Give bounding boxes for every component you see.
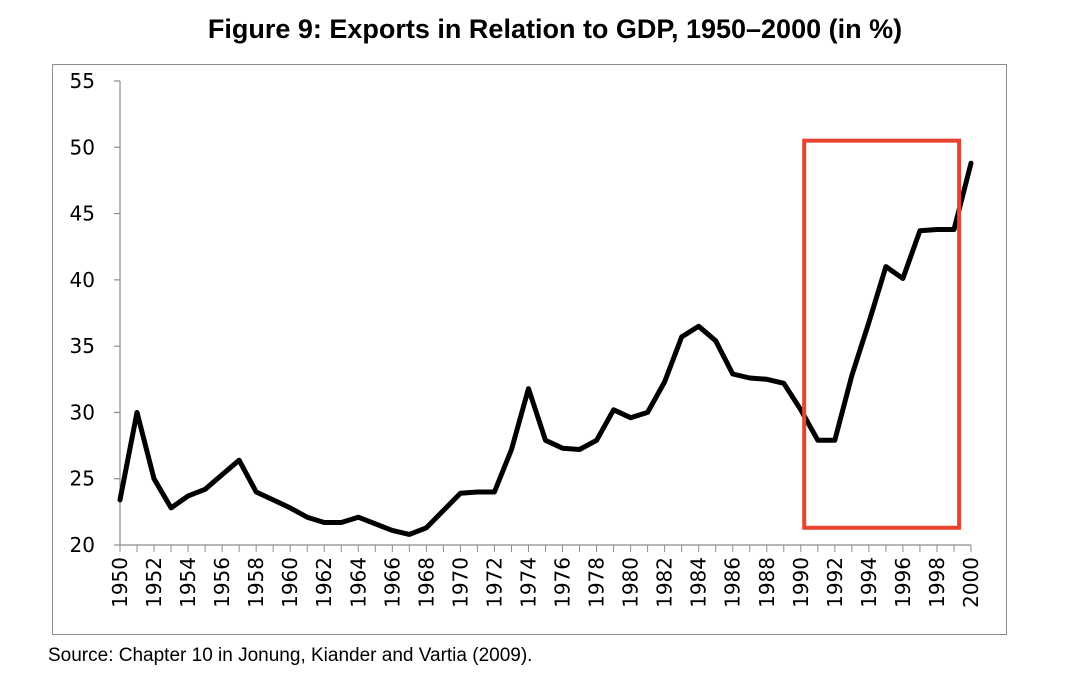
x-tick-label: 1962 (312, 557, 336, 608)
x-tick-label: 1980 (619, 557, 643, 608)
x-tick-label: 1986 (721, 557, 745, 608)
y-tick-label: 20 (70, 533, 95, 557)
y-tick-label: 55 (70, 69, 95, 93)
y-tick-label: 40 (70, 268, 95, 292)
x-tick-label: 1988 (755, 557, 779, 608)
x-tick-label: 1972 (482, 557, 506, 608)
x-tick-label: 1994 (857, 557, 881, 608)
x-tick-label: 1964 (346, 557, 370, 608)
chart-title: Figure 9: Exports in Relation to GDP, 19… (207, 14, 903, 44)
x-tick-label: 1958 (244, 557, 268, 608)
x-tick-label: 1970 (448, 557, 472, 608)
x-tick-label: 1954 (176, 557, 200, 608)
x-tick-label: 1950 (108, 557, 132, 608)
x-tick-label: 1984 (687, 557, 711, 608)
y-tick-label: 45 (70, 202, 95, 226)
x-tick-label: 1966 (380, 557, 404, 608)
chart-frame: 20 25 30 35 40 45 50 55 1950 1952 1954 1956 1958 196… (52, 64, 1007, 635)
y-tick-label: 35 (70, 334, 95, 358)
line-chart: 20 25 30 35 40 45 50 55 1950 1952 1954 1956 1958 196… (70, 69, 983, 608)
x-tick-label: 1990 (789, 557, 813, 608)
y-tick-label: 25 (70, 467, 95, 491)
annotations (802, 138, 962, 530)
x-tick-label: 1976 (551, 557, 575, 608)
x-tick-label: 1960 (278, 557, 302, 608)
x-tick-label: 1982 (653, 557, 677, 608)
x-tick-label: 1992 (823, 557, 847, 608)
series-line-0 (117, 160, 974, 537)
x-tick-label: 1996 (891, 557, 915, 608)
y-axis-ticks: 20 25 30 35 40 45 50 55 (70, 69, 120, 557)
x-tick-label: 1956 (210, 557, 234, 608)
highlight-rectangle (802, 138, 962, 530)
series-lines (117, 160, 974, 537)
source-note: Source: Chapter 10 in Jonung, Kiander an… (48, 645, 533, 666)
x-axis-ticks: 1950 1952 1954 1956 1958 1960 1962 1964 1966 1968… (108, 545, 983, 608)
x-tick-label: 1974 (516, 557, 540, 608)
y-tick-label: 50 (70, 135, 95, 159)
x-tick-label: 1968 (414, 557, 438, 608)
x-tick-label: 1998 (925, 557, 949, 608)
y-tick-label: 30 (70, 400, 95, 424)
x-tick-label: 1978 (585, 557, 609, 608)
x-tick-label: 2000 (959, 557, 983, 608)
x-tick-label: 1952 (142, 557, 166, 608)
